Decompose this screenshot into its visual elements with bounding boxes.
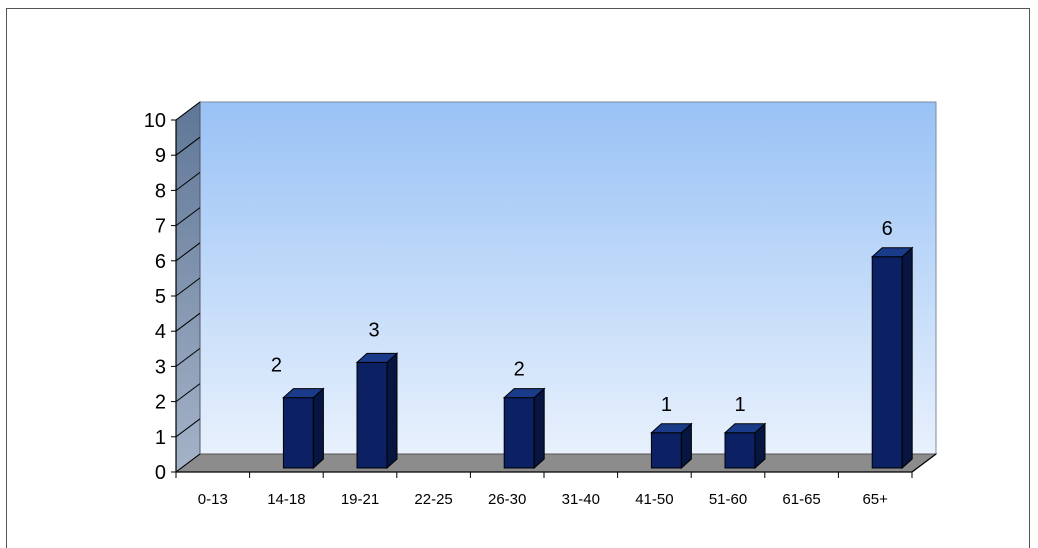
x-tick-label: 22-25: [414, 491, 452, 508]
y-tick-depth: [175, 418, 201, 438]
bar-top: [282, 388, 325, 399]
y-tick-label: 10: [144, 110, 166, 132]
bar-41-50: [650, 422, 693, 470]
y-tick-depth: [175, 242, 201, 262]
x-tick-label: 31-40: [562, 491, 600, 508]
x-tick-label: 41-50: [635, 491, 673, 508]
data-label: 3: [368, 319, 379, 341]
y-tick-depth: [175, 453, 201, 473]
x-tick-label: 26-30: [488, 491, 526, 508]
y-tick-label: 9: [155, 145, 166, 167]
bar-front: [724, 432, 756, 469]
y-tick-label: 3: [155, 356, 166, 378]
y-tick-label: 4: [155, 321, 166, 343]
x-tick-label: 0-13: [198, 491, 228, 508]
x-tick-label: 19-21: [341, 491, 379, 508]
data-label: 1: [661, 394, 672, 416]
bar-side: [312, 387, 324, 470]
y-tick-label: 2: [155, 392, 166, 414]
bar-front: [871, 256, 903, 469]
y-tick-label: 6: [155, 251, 166, 273]
chart-frame: [6, 8, 1030, 548]
data-label: 6: [882, 218, 893, 240]
y-tick-depth: [175, 383, 201, 403]
y-tick-label: 7: [155, 216, 166, 238]
x-tick-label: 65+: [862, 491, 888, 508]
y-tick-depth: [175, 347, 201, 367]
x-tick-label: 61-65: [782, 491, 820, 508]
y-tick-label: 0: [155, 462, 166, 484]
bar-top: [870, 247, 914, 258]
y-tick-depth: [175, 277, 201, 297]
bar-14-18: [282, 387, 325, 470]
bar-front: [356, 361, 388, 469]
bar-51-60: [723, 422, 767, 470]
y-tick-label: 8: [155, 180, 166, 202]
y-tick-depth: [175, 171, 201, 191]
bar-front: [503, 397, 535, 469]
y-tick-depth: [175, 207, 201, 227]
y-tick-depth: [175, 136, 201, 156]
y-tick-depth: [175, 101, 201, 121]
bar-top: [355, 352, 399, 363]
y-tick-label: 5: [155, 286, 166, 308]
data-label: 1: [734, 394, 745, 416]
x-tick-label: 51-60: [709, 491, 747, 508]
bar-19-21: [355, 352, 399, 470]
data-label: 2: [514, 359, 525, 381]
x-axis-depth-line: [911, 453, 937, 473]
bar-side: [386, 352, 398, 470]
bar-top: [502, 388, 546, 399]
bar-front: [650, 432, 682, 469]
bar-side: [901, 246, 913, 470]
bar-65+: [870, 246, 914, 470]
y-tick-label: 1: [155, 427, 166, 449]
x-tick-label: 14-18: [267, 491, 305, 508]
bar-front: [282, 397, 314, 469]
bar-26-30: [502, 387, 546, 470]
y-tick-depth: [175, 312, 201, 332]
bar-top: [723, 423, 767, 434]
bar-side: [533, 387, 545, 470]
data-label: 2: [271, 355, 282, 377]
bar-top: [650, 423, 693, 434]
